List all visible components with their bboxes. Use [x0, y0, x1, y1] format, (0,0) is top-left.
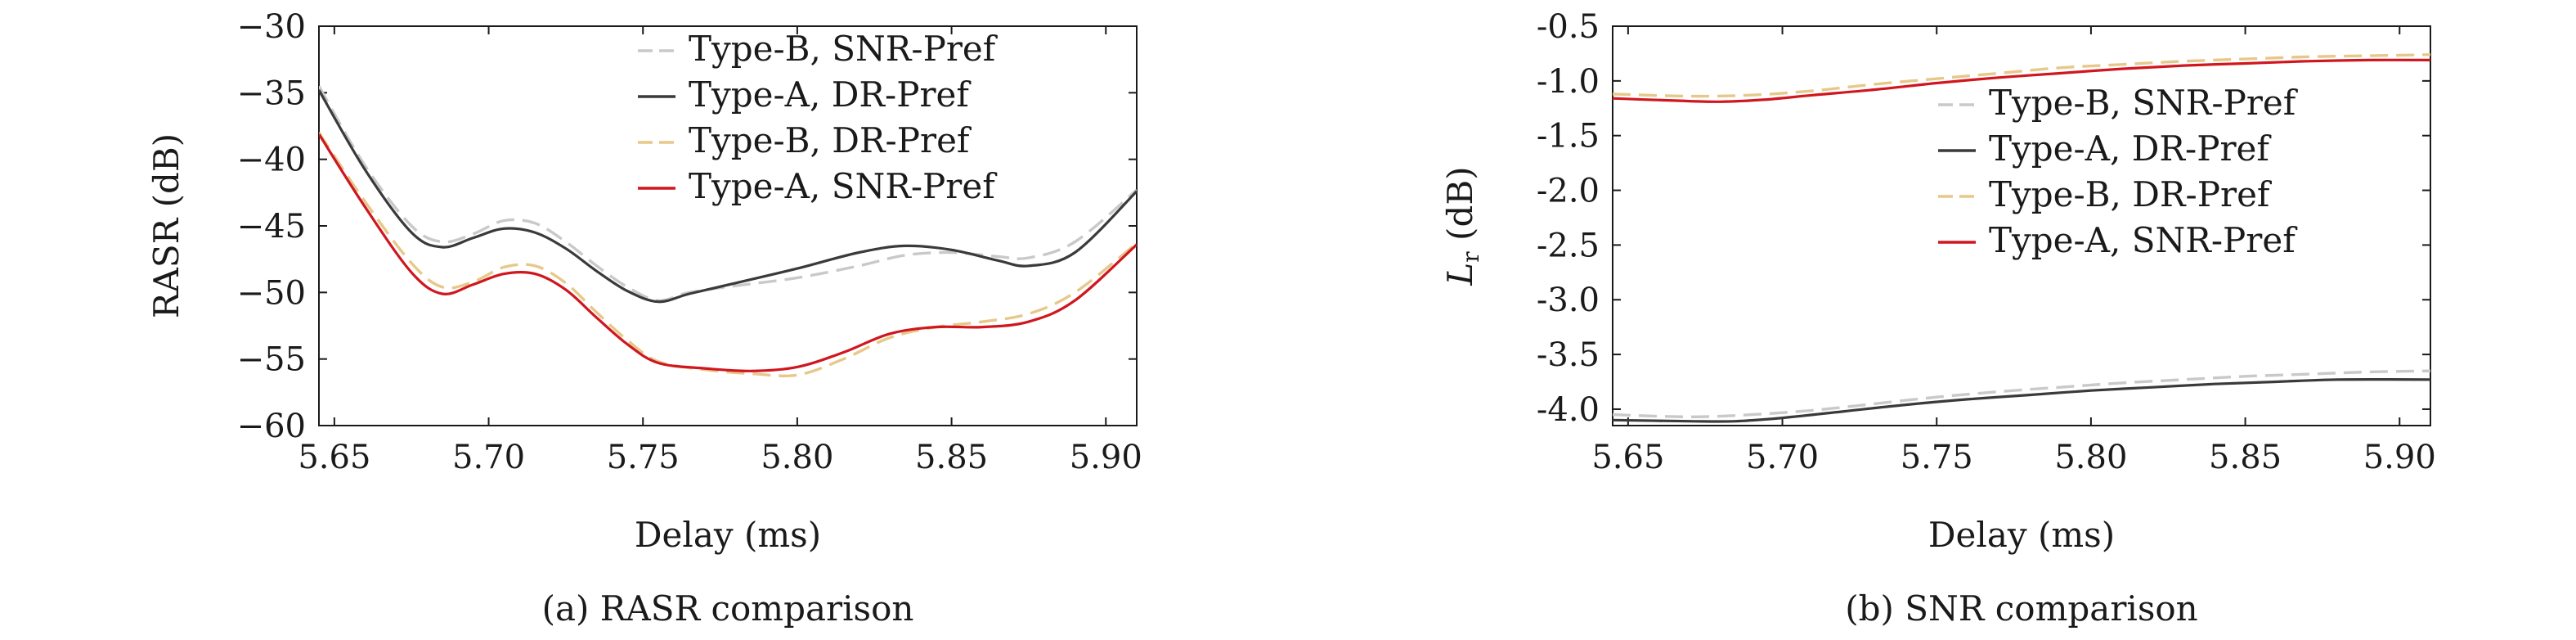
y-tick-label: −60 — [237, 408, 306, 445]
x-tick-label: 5.90 — [2363, 439, 2436, 476]
x-tick-label: 5.80 — [761, 439, 833, 476]
y-tick-label: −55 — [237, 341, 306, 379]
x-tick-label: 5.70 — [452, 439, 525, 476]
legend-label: Type-A, DR-Pref — [1989, 128, 2272, 169]
legend-label: Type-A, SNR-Pref — [1989, 220, 2298, 260]
y-tick-label: −50 — [237, 274, 306, 312]
legend-label: Type-A, DR-Pref — [689, 74, 972, 115]
legend-label: Type-B, DR-Pref — [1989, 174, 2273, 214]
y-tick-label: -2.0 — [1537, 173, 1600, 210]
panel-snr: Delay (ms) Lr (dB) (b) SNR comparison 5.… — [1440, 8, 2436, 629]
y-tick-label: -0.5 — [1537, 8, 1600, 46]
y-tick-label: -3.0 — [1537, 282, 1600, 319]
x-tick-label: 5.85 — [2209, 439, 2282, 476]
legend-label: Type-B, SNR-Pref — [1989, 83, 2299, 123]
legend-label: Type-B, DR-Pref — [689, 120, 972, 160]
caption-b: (b) SNR comparison — [1845, 588, 2197, 629]
y-tick-label: −30 — [237, 8, 306, 46]
y-tick-label: −45 — [237, 208, 306, 246]
x-tick-label: 5.75 — [607, 439, 680, 476]
plot-frame — [1612, 25, 2431, 426]
y-tick-label: -2.5 — [1537, 227, 1600, 264]
x-axis-label: Delay (ms) — [635, 515, 821, 555]
y-tick-label: -1.5 — [1537, 118, 1600, 155]
y-axis-label: Lr (dB) — [1440, 166, 1484, 286]
series-line-3 — [319, 132, 1137, 378]
series-line-1 — [1613, 369, 2430, 419]
x-tick-label: 5.80 — [2054, 439, 2127, 476]
x-tick-label: 5.65 — [298, 439, 370, 476]
y-tick-label: -4.0 — [1537, 391, 1600, 429]
legend-label: Type-B, SNR-Pref — [689, 29, 999, 69]
y-tick-label: -1.0 — [1537, 63, 1600, 101]
x-tick-label: 5.75 — [1901, 439, 1973, 476]
series-line-3 — [1613, 53, 2430, 98]
x-axis-label: Delay (ms) — [1928, 515, 2115, 555]
x-tick-label: 5.65 — [1591, 439, 1664, 476]
y-axis-label: RASR (dB) — [146, 133, 186, 318]
y-tick-label: −40 — [237, 142, 306, 179]
series-line-2 — [319, 89, 1137, 304]
x-tick-label: 5.85 — [915, 439, 988, 476]
x-tick-label: 5.70 — [1746, 439, 1819, 476]
series-line-4 — [1613, 58, 2430, 103]
x-tick-label: 5.90 — [1070, 439, 1142, 476]
caption-a: (a) RASR comparison — [542, 588, 914, 629]
panel-rasr: Delay (ms) RASR (dB) (a) RASR comparison… — [146, 8, 1142, 629]
y-tick-label: -3.5 — [1537, 336, 1600, 374]
legend-label: Type-A, SNR-Pref — [689, 166, 998, 206]
series-line-4 — [319, 133, 1137, 372]
series-line-2 — [1613, 378, 2430, 423]
y-tick-label: −35 — [237, 74, 306, 112]
